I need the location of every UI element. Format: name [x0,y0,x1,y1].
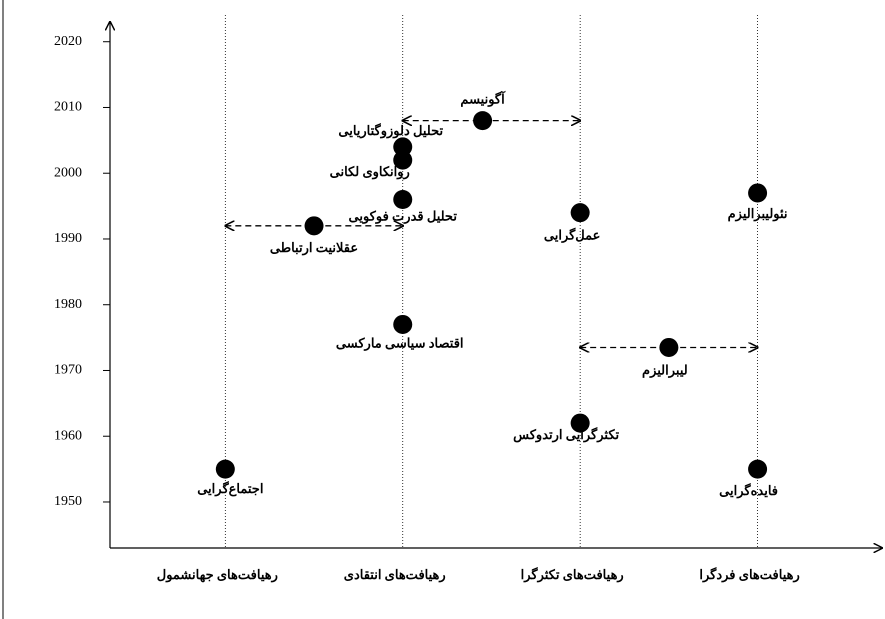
y-tick-label: 2010 [54,100,82,115]
x-tick-label: رهیافت‌های انتقادی [344,567,446,583]
point-label: اقتصاد سیاسی مارکسی [336,335,464,351]
x-tick-label: رهیافت‌های جهانشمول [157,567,278,583]
point [216,460,235,479]
y-tick-label: 1960 [54,428,82,443]
point [473,111,492,130]
x-tick-label: رهیافت‌های فردگرا [699,566,799,583]
point-label: روانکاوی لکانی [330,164,410,180]
point-label: عمل‌گرایی [544,227,601,244]
y-tick-label: 1950 [54,494,82,509]
point [393,315,412,334]
y-tick-label: 2020 [54,34,82,49]
point-label: اجتماع‌گرایی [197,480,263,497]
point [571,203,590,222]
point-label: لیبرالیزم [642,362,688,378]
point-label: عقلانیت ارتباطی [270,240,358,256]
point-label: فایده‌گرایی [719,482,778,499]
point [393,137,412,156]
point-label: تکثرگرایی ارتدوکس [513,426,619,443]
point [305,216,324,235]
point-label: تحلیل دلوزوگتاریایی [338,122,443,139]
x-tick-label: رهیافت‌های تکثرگرا [521,566,624,583]
point-label: نئولیبرالیزم [728,206,788,222]
y-tick-label: 1980 [54,297,82,312]
point-label: آگونیسم [460,91,506,108]
chart: 1950 1960 1970 1980 1990 2000 2010 2020 رهیافت‌ه… [0,0,885,619]
y-tick-label: 1970 [54,363,82,378]
point [393,190,412,209]
point [748,183,767,202]
point [659,338,678,357]
y-tick-label: 2000 [54,165,82,180]
point [748,460,767,479]
y-tick-label: 1990 [54,231,82,246]
point-label: تحلیل قدرت فوکویی [349,209,458,225]
